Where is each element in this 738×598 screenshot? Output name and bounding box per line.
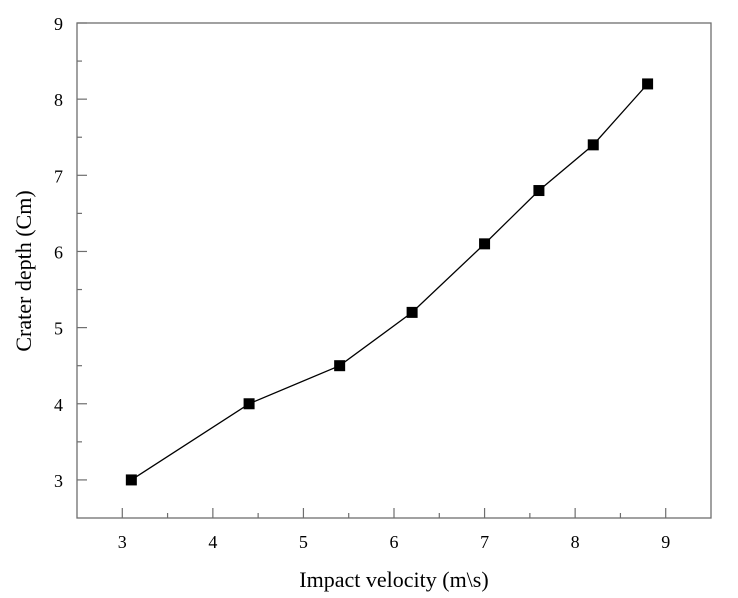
data-point-marker [243, 398, 255, 410]
x-tick-label: 9 [661, 532, 670, 552]
x-axis-ticks: 3 4 5 6 7 8 9 [118, 508, 670, 552]
data-point-marker [642, 78, 654, 90]
data-point-marker [533, 185, 545, 197]
data-point-marker [587, 139, 599, 151]
x-tick-label: 8 [571, 532, 580, 552]
data-point-marker [125, 474, 137, 486]
y-tick-label: 4 [54, 395, 63, 415]
x-axis-label: Impact velocity (m\s) [299, 567, 488, 592]
y-tick-label: 9 [54, 14, 63, 34]
y-axis-label: Crater depth (Cm) [11, 190, 36, 351]
x-tick-label: 5 [299, 532, 308, 552]
series-line [130, 83, 649, 481]
plot-border [76, 22, 712, 519]
x-tick-label: 3 [118, 532, 127, 552]
data-point-marker [334, 360, 346, 372]
y-tick-label: 8 [54, 90, 63, 110]
data-point-marker [479, 238, 491, 250]
y-tick-label: 6 [54, 242, 63, 262]
x-tick-label: 7 [480, 532, 489, 552]
y-tick-label: 5 [54, 319, 63, 339]
x-tick-label: 4 [208, 532, 217, 552]
x-tick-label: 6 [390, 532, 399, 552]
y-tick-label: 3 [54, 471, 63, 491]
data-point-marker [406, 306, 418, 318]
data-series [125, 78, 654, 486]
plot-frame [76, 22, 712, 519]
y-axis-ticks: 3 4 5 6 7 8 9 [54, 14, 87, 491]
y-tick-label: 7 [54, 166, 63, 186]
